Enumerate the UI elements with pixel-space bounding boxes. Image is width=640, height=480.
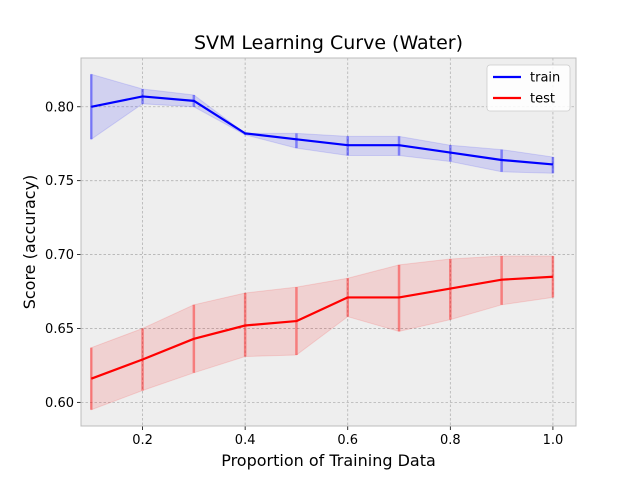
x-axis-title: Proportion of Training Data — [221, 451, 436, 470]
series-line-train — [91, 95, 554, 166]
confidence-band-test — [90, 255, 554, 411]
x-tick-label: 0.2 — [132, 433, 153, 448]
x-tick-label: 1.0 — [543, 433, 564, 448]
y-tick-label: 0.65 — [45, 322, 74, 337]
x-axis-ticks: 0.2 0.4 0.6 0.8 1.0 — [132, 426, 563, 448]
y-tick-label: 0.75 — [45, 174, 74, 189]
y-tick-label: 0.80 — [45, 100, 74, 115]
series-lines — [90, 95, 554, 380]
legend-label-test: test — [530, 92, 555, 107]
confidence-bands — [90, 73, 554, 411]
plot-border — [80, 57, 577, 427]
series-line-test — [90, 275, 553, 380]
y-tick-label: 0.60 — [45, 396, 74, 411]
x-tick-label: 0.6 — [337, 433, 358, 448]
confidence-band-train — [90, 73, 554, 174]
x-tick-label: 0.4 — [235, 433, 256, 448]
grid — [81, 58, 576, 426]
legend-label-train: train — [530, 71, 560, 86]
y-tick-label: 0.70 — [45, 248, 74, 263]
plot-area — [81, 58, 576, 426]
legend: train test — [486, 64, 571, 112]
y-axis-title: Score (accuracy) — [20, 175, 39, 310]
chart-title: SVM Learning Curve (Water) — [194, 32, 463, 54]
x-tick-label: 0.8 — [440, 433, 461, 448]
y-axis-ticks: 0.60 0.65 0.70 0.75 0.80 — [45, 100, 81, 411]
